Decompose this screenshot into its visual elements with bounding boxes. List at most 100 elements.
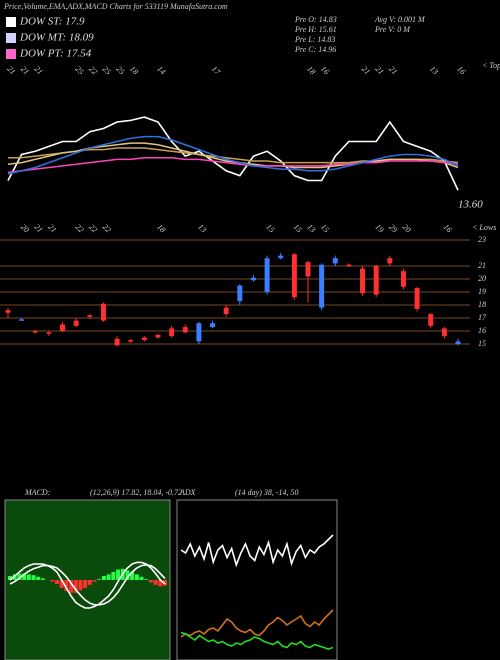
candle-body: [5, 310, 11, 313]
histogram-bar: [73, 580, 78, 593]
date-label: 15: [264, 222, 276, 234]
macd-line: [9, 563, 166, 606]
date-label: 13: [196, 222, 208, 234]
candle-body: [182, 327, 188, 333]
legend-label: DOW PT: 17.54: [19, 48, 92, 60]
histogram-bar: [83, 580, 88, 588]
histogram-bar: [12, 574, 17, 580]
date-label: 16: [442, 222, 454, 234]
date-label: 21: [360, 64, 372, 76]
candle-body: [441, 328, 447, 337]
histogram-bar: [40, 578, 45, 580]
date-label: 20: [19, 222, 31, 234]
histogram-bar: [64, 580, 69, 592]
date-label: 18: [155, 222, 167, 234]
macd-line: [9, 561, 166, 609]
candle-body: [373, 266, 379, 295]
candle-body: [19, 319, 25, 321]
candle-body: [237, 285, 243, 302]
histogram-bar: [130, 572, 135, 580]
candle-body: [278, 255, 284, 259]
panel-params: (14 day) 38, -14, 50: [235, 488, 299, 497]
date-label: 15: [292, 222, 304, 234]
candle-body: [100, 303, 106, 321]
histogram-bar: [158, 580, 163, 587]
candle-body: [128, 340, 134, 342]
date-label: 22: [101, 222, 113, 234]
candle-body: [400, 271, 406, 287]
histogram-bar: [87, 580, 92, 585]
date-label: 22: [87, 64, 99, 76]
info-label: Pre V: 0 M: [374, 25, 411, 34]
end-label: 13.60: [458, 199, 483, 211]
date-label: 22: [87, 222, 99, 234]
info-label: Pre C: 14.96: [294, 45, 336, 54]
candle-body: [387, 258, 393, 264]
date-label: 22: [73, 222, 85, 234]
candle-body: [169, 328, 175, 337]
candle-body: [73, 320, 79, 326]
line-series: [7, 135, 459, 175]
candle-body: [46, 332, 52, 334]
candle-body: [319, 264, 325, 308]
y-tick-label: 16: [478, 326, 486, 335]
adx-line: [180, 631, 334, 650]
date-label: 21: [5, 64, 17, 76]
line-series: [7, 116, 459, 191]
date-label: 16: [319, 64, 331, 76]
candle-body: [155, 334, 161, 338]
date-label: 29: [387, 222, 399, 234]
histogram-bar: [22, 573, 27, 580]
histogram-bar: [111, 572, 116, 580]
candle-body: [60, 324, 66, 331]
legend-swatch: [6, 49, 16, 59]
y-tick-label: 17: [478, 313, 487, 322]
date-label: 21: [46, 222, 58, 234]
histogram-bar: [134, 574, 139, 580]
histogram-bar: [17, 573, 22, 580]
histogram-bar: [31, 575, 36, 580]
date-label: 16: [455, 64, 467, 76]
date-label: 13: [428, 64, 440, 76]
candle-body: [196, 323, 202, 342]
right-label: < Lows: [472, 223, 496, 232]
histogram-bar: [78, 580, 83, 591]
histogram-bar: [92, 580, 97, 582]
candle-body: [414, 288, 420, 309]
date-label: 15: [319, 222, 331, 234]
candle-body: [428, 314, 434, 326]
info-label: Avg V: 0.001 M: [374, 15, 426, 24]
candle-body: [250, 277, 256, 281]
histogram-bar: [106, 574, 111, 580]
histogram-bar: [125, 570, 130, 580]
candle-body: [264, 258, 270, 292]
date-label: 18: [128, 64, 140, 76]
date-label: 20: [401, 222, 413, 234]
y-tick-label: 21: [478, 261, 486, 270]
date-label: 25: [114, 64, 126, 76]
histogram-bar: [97, 579, 102, 580]
histogram-bar: [163, 580, 167, 586]
candle-body: [332, 258, 338, 264]
candle-body: [32, 331, 38, 333]
y-tick-label: 23: [478, 235, 486, 244]
candle-body: [223, 307, 229, 315]
candle-body: [114, 338, 120, 346]
y-tick-label: 15: [478, 339, 486, 348]
histogram-bar: [144, 579, 149, 580]
date-label: 21: [373, 64, 385, 76]
info-label: Pre H: 15.61: [294, 25, 337, 34]
legend-label: DOW ST: 17.9: [19, 16, 85, 28]
adx-line: [180, 609, 334, 638]
date-label: 18: [305, 64, 317, 76]
candle-body: [360, 268, 366, 294]
candle-body: [87, 315, 93, 317]
date-label: 21: [387, 64, 399, 76]
date-label: 13: [305, 222, 317, 234]
histogram-bar: [26, 574, 31, 580]
histogram-bar: [116, 569, 121, 580]
date-label: 17: [210, 64, 223, 77]
page-title: Price,Volume,EMA,ADX,MACD Charts for 533…: [3, 2, 228, 11]
panel-params: (12,26,9) 17.82, 18.04, -0.72: [90, 488, 182, 497]
